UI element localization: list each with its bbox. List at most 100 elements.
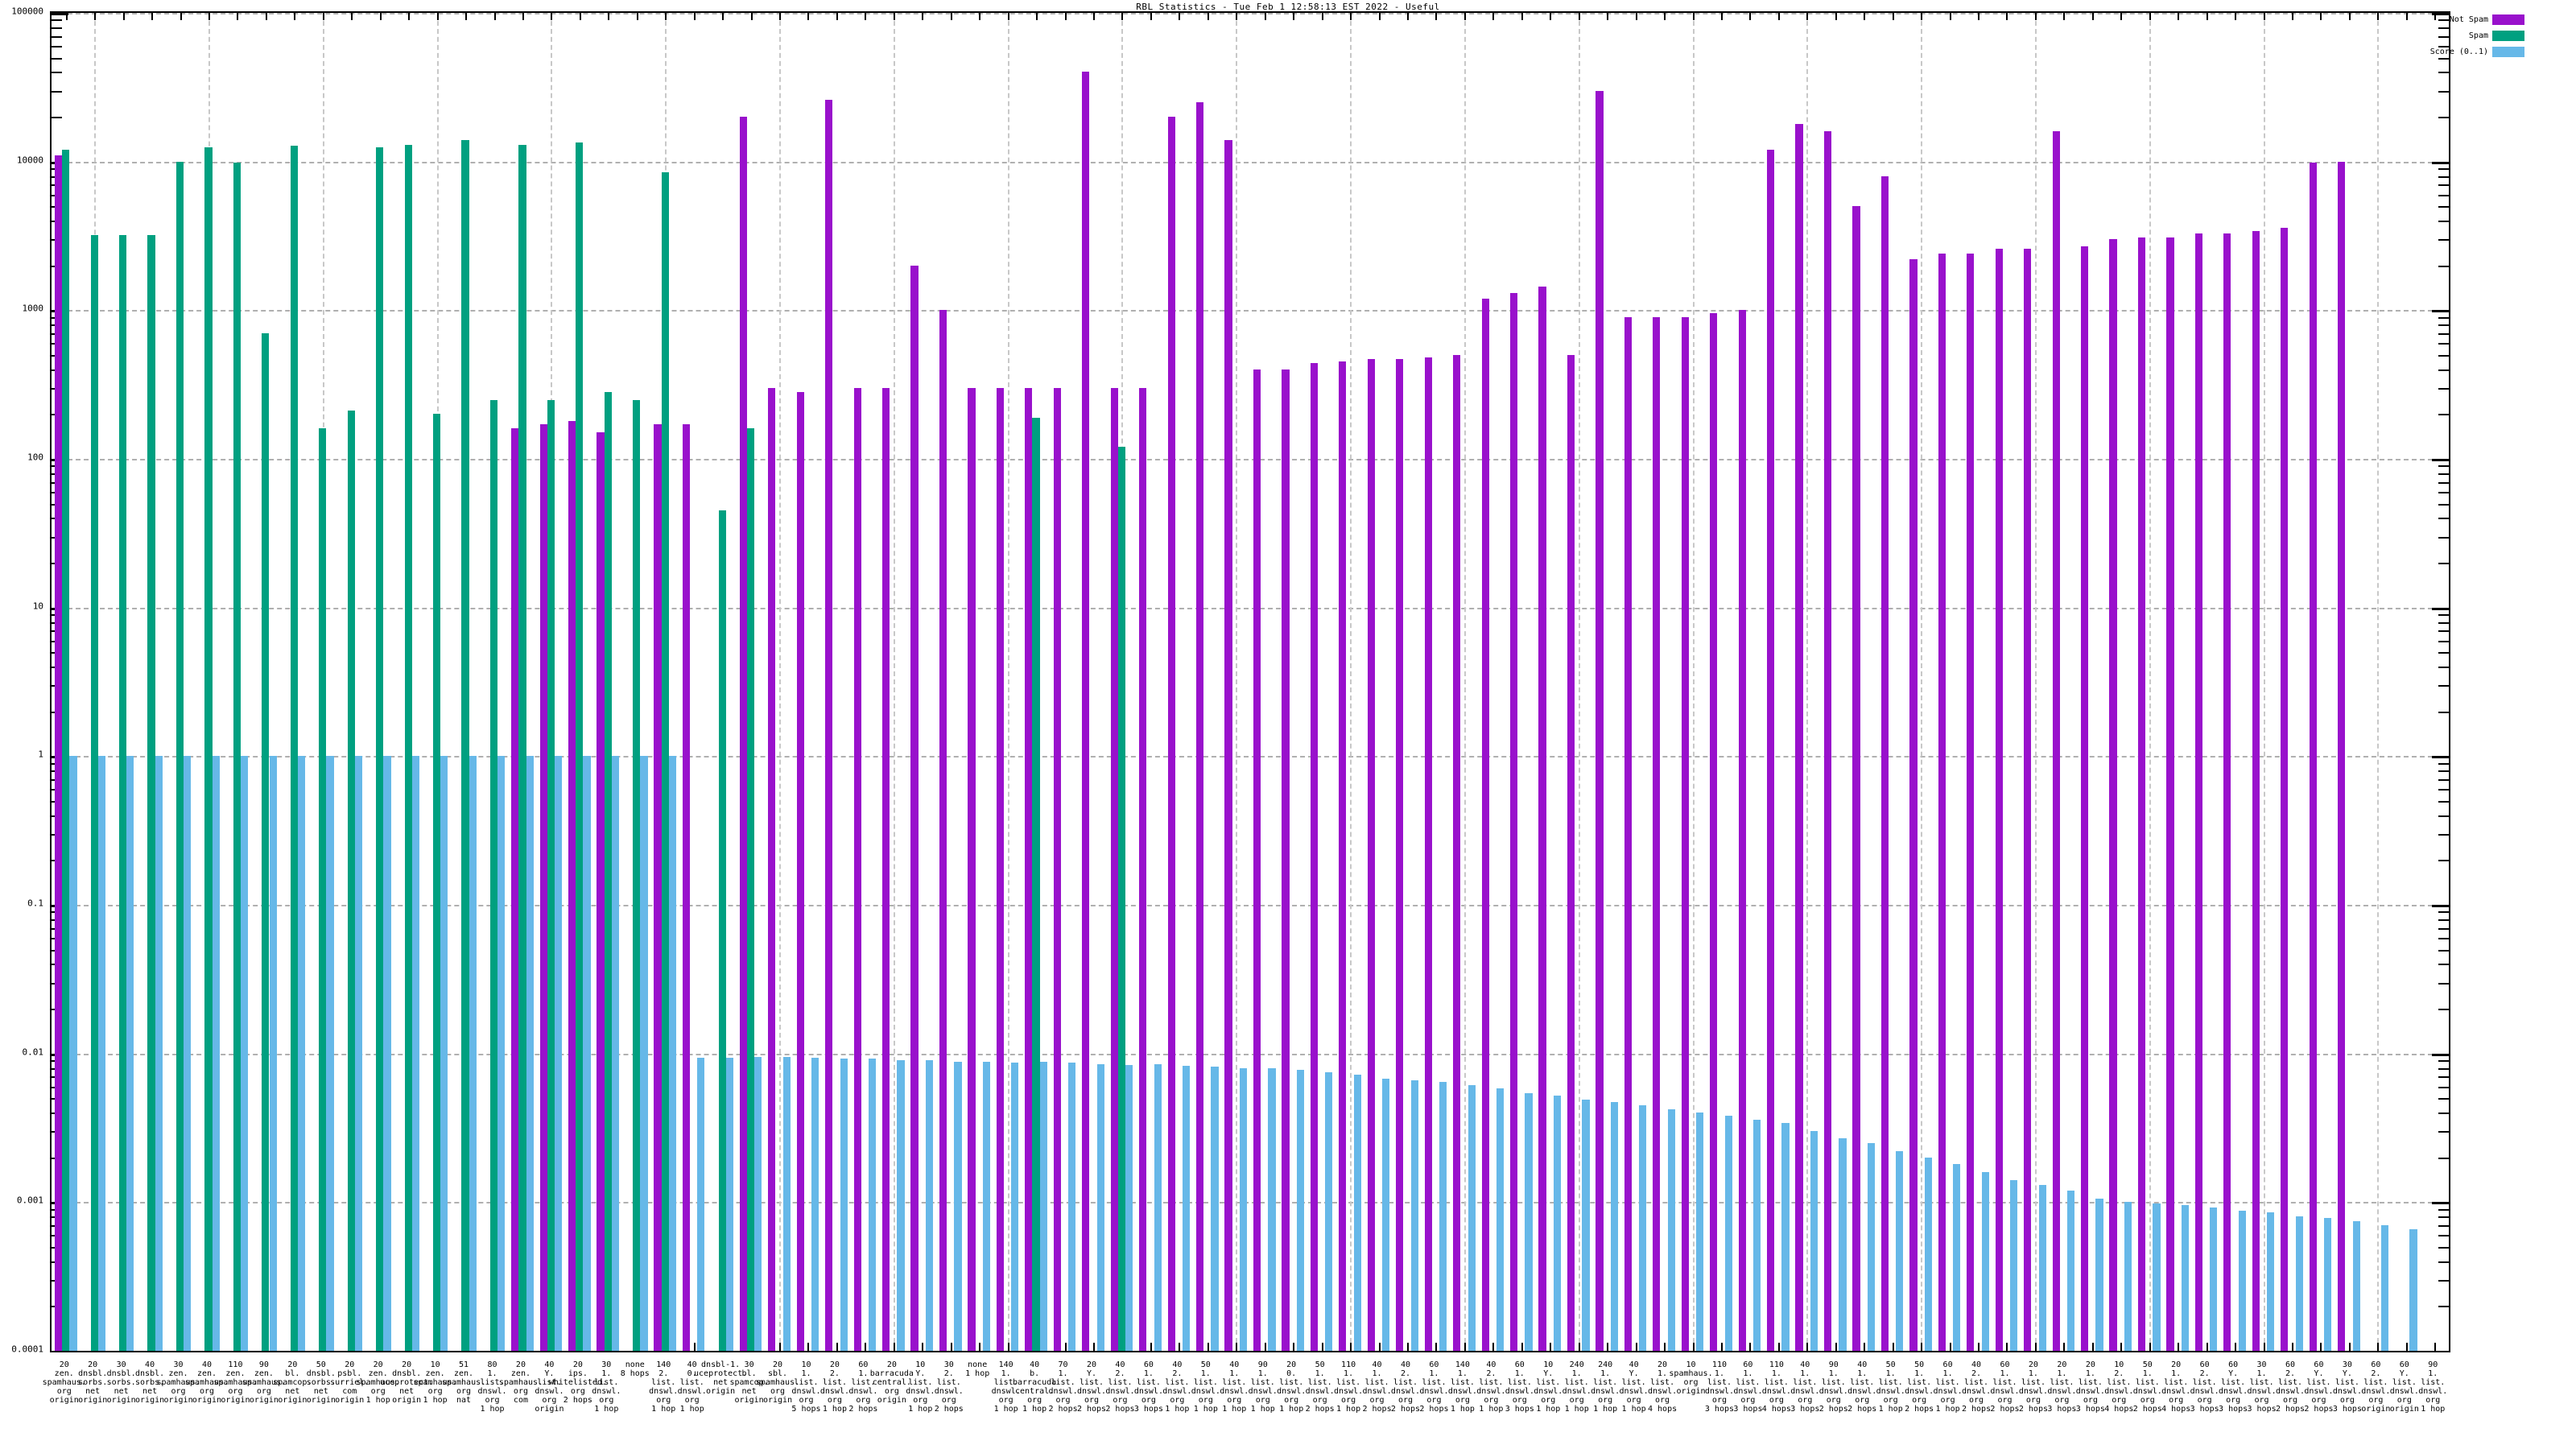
y-axis-minor-tick	[2438, 194, 2449, 196]
x-axis-tick-top	[865, 13, 867, 20]
x-axis-tick	[1236, 1343, 1238, 1351]
gridline-horizontal	[52, 756, 2449, 758]
y-axis-minor-tick	[2438, 1067, 2449, 1070]
y-axis-minor-tick	[2438, 1246, 2449, 1249]
x-axis-tick	[1007, 1343, 1009, 1351]
bar-not-spam	[2252, 231, 2260, 1351]
x-axis-tick-label: 20 1. list. dnswl. org 3 hops	[2047, 1360, 2077, 1414]
x-axis-tick-label: 40 zen. spamhaus. org origin	[184, 1360, 229, 1405]
bar-score-0-1	[555, 756, 563, 1351]
x-axis-tick-label: 40 0. list. dnswl. org 1 hop	[677, 1360, 707, 1414]
y-axis-tick	[2432, 1202, 2449, 1205]
bar-score-0-1	[1296, 1069, 1304, 1351]
x-axis-tick-label: 60 1. list. dnswl. org 3 hops	[1505, 1360, 1534, 1414]
x-axis-tick	[1150, 1343, 1152, 1351]
bar-not-spam	[1424, 357, 1432, 1351]
bar-score-0-1	[2324, 1218, 2332, 1351]
bar-score-0-1	[212, 756, 220, 1351]
bar-score-0-1	[754, 1056, 762, 1351]
y-axis-minor-tick	[2438, 1086, 2449, 1088]
x-axis-tick-top	[1179, 13, 1181, 20]
gridline-horizontal	[52, 310, 2449, 312]
x-axis-tick-label: 60 Y. list. dnswl. org 2 hops	[2304, 1360, 2334, 1414]
bar-score-0-1	[1924, 1157, 1932, 1351]
x-axis-tick	[2006, 1343, 2008, 1351]
x-axis-tick-label: 51 zen. spamhaus. org nat	[441, 1360, 486, 1405]
y-axis-minor-tick	[2438, 324, 2449, 327]
x-axis-tick	[2063, 1343, 2066, 1351]
y-axis-minor-tick	[2438, 911, 2449, 914]
y-axis-minor-tick	[52, 90, 62, 93]
y-axis-minor-tick	[2438, 1216, 2449, 1219]
x-axis-tick-label: 60 1. list. dnswl. org 2 hops	[848, 1360, 878, 1414]
bar-score-0-1	[1953, 1164, 1961, 1351]
x-axis-tick	[979, 1343, 981, 1351]
x-axis-tick-label: 30 2. list. dnswl. org 2 hops	[934, 1360, 964, 1414]
x-axis-tick-top	[493, 13, 496, 20]
gridline-vertical	[1578, 13, 1580, 1351]
y-axis-minor-tick	[2438, 1208, 2449, 1211]
x-axis-tick-top	[2006, 13, 2008, 20]
bar-not-spam	[568, 420, 576, 1351]
x-axis-tick	[1093, 1343, 1095, 1351]
x-axis-tick-label: 20 1. list. dnswl. org 4 hops	[2161, 1360, 2191, 1414]
x-axis-tick-top	[1492, 13, 1495, 20]
y-axis-minor-tick	[2438, 491, 2449, 493]
x-axis-tick-label: 60 1. list. dnswl. org 3 hops	[1133, 1360, 1163, 1414]
y-axis-minor-tick	[2438, 503, 2449, 506]
x-axis-tick	[2434, 1343, 2437, 1351]
x-axis-tick-top	[1607, 13, 1609, 20]
x-axis-tick-label: none 1 hop	[965, 1360, 990, 1378]
x-axis-tick-top	[1892, 13, 1894, 20]
x-axis-tick-top	[465, 13, 468, 20]
y-axis-minor-tick	[2438, 57, 2449, 60]
x-axis-tick-top	[1664, 13, 1666, 20]
bar-score-0-1	[1268, 1067, 1276, 1351]
gridline-vertical	[2034, 13, 2037, 1351]
x-axis-tick-label: 60 2. list. dnswl. org 3 hops	[2190, 1360, 2219, 1414]
bar-not-spam	[1624, 316, 1632, 1351]
bar-score-0-1	[897, 1060, 905, 1351]
bar-score-0-1	[1781, 1123, 1790, 1351]
bar-score-0-1	[1382, 1078, 1390, 1351]
y-axis-minor-tick	[2438, 414, 2449, 416]
x-axis-tick-top	[1435, 13, 1438, 20]
bar-score-0-1	[925, 1060, 934, 1351]
y-axis-minor-tick	[2438, 481, 2449, 484]
legend-label: Spam	[2468, 31, 2488, 40]
x-axis-tick	[1777, 1343, 1780, 1351]
bar-spam	[489, 399, 498, 1351]
x-axis-tick-top	[1293, 13, 1295, 20]
x-axis-tick-top	[1806, 13, 1809, 20]
bar-spam	[319, 428, 327, 1351]
bar-spam	[461, 139, 469, 1351]
x-axis-tick-label: 140 1. list. dnswl. org 1 hop	[991, 1360, 1021, 1414]
bar-not-spam	[1710, 313, 1718, 1351]
x-axis-tick-top	[1264, 13, 1266, 20]
bar-not-spam	[1767, 150, 1775, 1351]
y-axis-tick	[2432, 1351, 2450, 1352]
bar-not-spam	[910, 265, 919, 1351]
y-axis-minor-tick	[2438, 1113, 2449, 1115]
y-axis-minor-tick	[2438, 1060, 2449, 1063]
bar-score-0-1	[1068, 1062, 1076, 1351]
x-axis-tick-top	[1521, 13, 1523, 20]
x-axis-tick-top	[1578, 13, 1580, 20]
x-axis-tick-label: 40 Y. list. dnswl. org origin	[535, 1360, 564, 1414]
bar-score-0-1	[1753, 1119, 1761, 1351]
x-axis-tick-top	[1749, 13, 1752, 20]
x-axis-tick-top	[351, 13, 353, 20]
bar-score-0-1	[1011, 1062, 1019, 1351]
x-axis-tick-label: 240 1. list. dnswl. org 1 hop	[1591, 1360, 1620, 1414]
gridline-vertical	[1806, 13, 1809, 1351]
bar-spam	[119, 235, 127, 1351]
bar-not-spam	[1053, 387, 1061, 1351]
y-axis-tick	[2432, 607, 2449, 610]
bar-score-0-1	[469, 756, 477, 1351]
y-axis-minor-tick	[2438, 1224, 2449, 1227]
y-axis-tick-label: 0.0001	[11, 1344, 43, 1355]
x-axis-tick-label: 20 2. list. dnswl. org 1 hop	[819, 1360, 849, 1414]
bar-not-spam	[682, 424, 691, 1351]
y-axis-tick-label: 100	[27, 452, 43, 463]
bar-score-0-1	[2038, 1185, 2046, 1351]
